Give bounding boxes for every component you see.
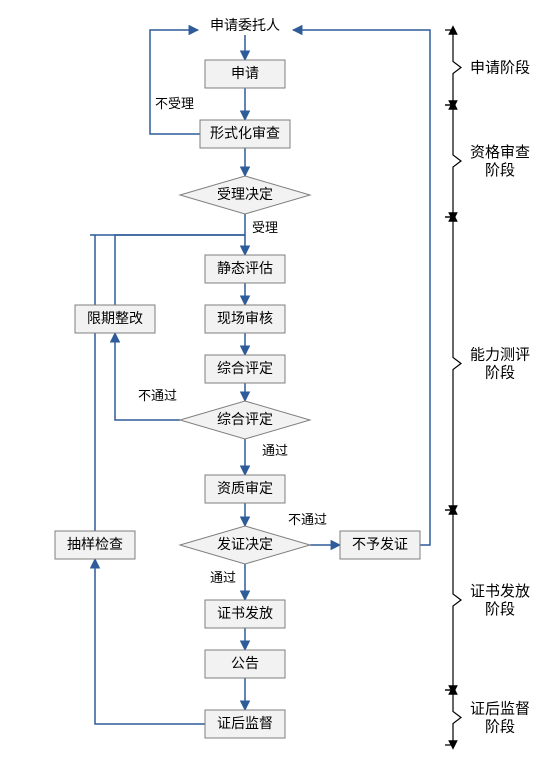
node-label-formal: 形式化审查 — [210, 126, 280, 142]
node-label-apply: 申请 — [231, 66, 259, 82]
edge-label-not_accept: 不受理 — [155, 96, 194, 111]
node-label-rectify: 限期整改 — [87, 311, 143, 327]
stage-label-4-1: 阶段 — [485, 719, 515, 736]
node-label-onsite: 现场审核 — [217, 311, 273, 327]
node-label-sampling: 抽样检查 — [67, 537, 123, 553]
edge-16 — [293, 30, 430, 545]
top-label: 申请委托人 — [210, 18, 280, 34]
stage-bracket-4 — [445, 690, 461, 745]
edge-label-not_pass1: 不通过 — [138, 388, 177, 403]
stage-label-2-1: 阶段 — [485, 365, 515, 382]
edge-17 — [95, 559, 205, 724]
node-label-comp_eval1: 综合评定 — [217, 361, 273, 377]
node-label-no_cert: 不予发证 — [352, 537, 408, 553]
stage-bracket-1 — [445, 105, 461, 217]
edge-label-pass2: 通过 — [210, 570, 236, 585]
stage-bracket-3 — [445, 510, 461, 690]
node-label-announce: 公告 — [231, 656, 259, 672]
stage-label-3-0: 证书发放 — [470, 583, 530, 600]
stage-label-0-0: 申请阶段 — [470, 60, 530, 77]
stage-label-1-0: 资格审查 — [470, 144, 530, 161]
edge-13 — [115, 333, 180, 420]
node-label-qual_dec: 资质审定 — [217, 481, 273, 497]
stage-bracket-2 — [445, 217, 461, 510]
edge-12 — [150, 30, 200, 134]
node-label-static_eval: 静态评估 — [217, 261, 273, 277]
stage-label-2-0: 能力测评 — [470, 347, 530, 364]
node-label-comp_eval2: 综合评定 — [217, 412, 273, 428]
edge-label-accept: 受理 — [252, 220, 278, 235]
edge-label-not_pass2: 不通过 — [288, 512, 327, 527]
node-label-post_sup: 证后监督 — [217, 716, 273, 732]
node-label-cert_issue: 证书发放 — [217, 606, 273, 622]
edge-label-pass1: 通过 — [262, 443, 288, 458]
stage-bracket-0 — [445, 30, 461, 105]
stage-label-1-1: 阶段 — [485, 162, 515, 179]
stage-label-4-0: 证后监督 — [470, 701, 530, 718]
stage-label-3-1: 阶段 — [485, 601, 515, 618]
node-label-cert_dec: 发证决定 — [217, 537, 273, 553]
node-label-accept_dec: 受理决定 — [217, 187, 273, 203]
